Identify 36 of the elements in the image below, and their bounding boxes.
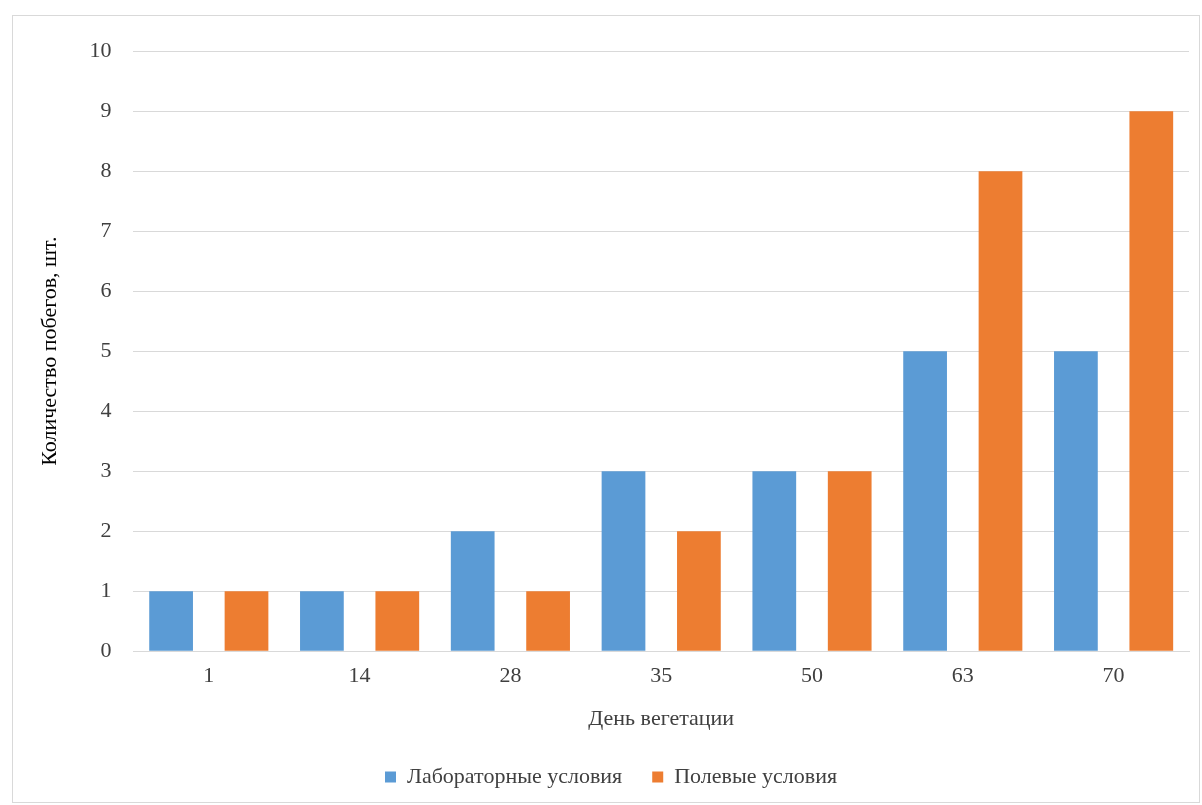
x-tick-label: 63: [951, 662, 974, 688]
y-tick-label: 10: [89, 36, 112, 62]
x-tick-label: 28: [499, 662, 522, 688]
y-tick-label: 2: [100, 516, 112, 542]
bar: [752, 471, 797, 651]
bar: [450, 531, 495, 651]
bar: [903, 351, 947, 651]
y-tick-label: 0: [100, 636, 112, 662]
y-tick-label: 9: [100, 96, 112, 122]
bar: [149, 591, 193, 651]
x-tick-label: 14: [348, 662, 371, 688]
bar: [978, 171, 1023, 651]
bar: [300, 591, 344, 651]
bar: [375, 591, 420, 651]
bar: [827, 471, 872, 651]
y-tick-label: 4: [100, 396, 112, 422]
bar: [526, 591, 570, 651]
y-tick-label: 5: [100, 336, 112, 362]
bar: [601, 471, 646, 651]
y-tick-label: 7: [100, 216, 112, 242]
y-axis-title: Количество побегов, шт.: [35, 236, 61, 466]
x-tick-label: 70: [1102, 662, 1125, 688]
y-tick-label: 8: [100, 156, 112, 182]
x-tick-label: 50: [801, 662, 823, 688]
bar: [1054, 351, 1098, 651]
legend-label: Лабораторные условия: [406, 762, 623, 788]
legend-label: Полевые условия: [674, 762, 838, 788]
bar: [224, 591, 269, 651]
bar: [1129, 111, 1174, 651]
y-tick-label: 6: [100, 276, 112, 302]
bar: [677, 531, 721, 651]
x-tick-label: 1: [203, 662, 215, 688]
y-tick-label: 3: [100, 456, 112, 482]
x-axis-title: День вегетации: [588, 704, 735, 730]
y-tick-label: 1: [100, 576, 112, 602]
x-tick-label: 35: [650, 662, 673, 688]
